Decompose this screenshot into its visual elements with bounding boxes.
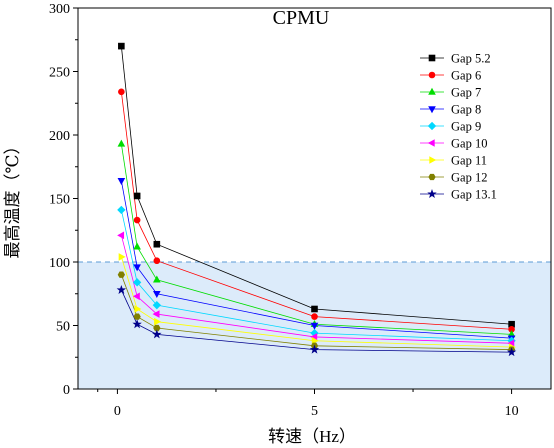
data-point-gap-10 xyxy=(117,231,125,240)
legend-label-gap-6: Gap 6 xyxy=(451,69,481,83)
y-tick-label: 50 xyxy=(56,320,70,335)
legend-label-gap-5-2: Gap 5.2 xyxy=(451,52,491,66)
legend: Gap 5.2 Gap 6 Gap 7 Gap 8 Gap 9 Gap 10 Gap 11 G… xyxy=(420,52,497,202)
x-axis-label: 转速（Hz） xyxy=(268,427,356,446)
y-tick-label: 300 xyxy=(49,2,70,17)
data-point-gap-7 xyxy=(117,139,126,147)
legend-marker-gap-6 xyxy=(428,71,436,79)
x-tick-label: 0 xyxy=(114,404,121,419)
legend-label-gap-12: Gap 12 xyxy=(451,171,487,185)
x-tick-label: 5 xyxy=(311,404,318,419)
data-point-gap-5-2 xyxy=(118,42,125,50)
data-point-gap-6 xyxy=(311,313,318,320)
data-point-gap-7 xyxy=(133,242,141,250)
legend-label-gap-8: Gap 8 xyxy=(451,103,481,117)
data-point-gap-6 xyxy=(133,216,141,224)
legend-marker-gap-13-1 xyxy=(427,189,437,199)
data-point-gap-12 xyxy=(117,271,126,278)
data-point-gap-11 xyxy=(154,317,162,326)
data-point-gap-7 xyxy=(153,275,161,283)
data-point-gap-12 xyxy=(133,313,141,320)
legend-label-gap-11: Gap 11 xyxy=(451,154,487,168)
legend-marker-gap-5-2 xyxy=(428,54,436,62)
data-point-gap-9 xyxy=(132,278,142,287)
y-tick-label: 0 xyxy=(63,383,70,398)
data-point-gap-8 xyxy=(153,291,161,298)
legend-label-gap-10: Gap 10 xyxy=(451,137,487,151)
data-point-gap-5-2 xyxy=(311,305,318,313)
data-point-gap-11 xyxy=(118,253,126,261)
legend-marker-gap-11 xyxy=(429,156,437,164)
legend-marker-gap-9 xyxy=(427,121,437,131)
data-point-gap-5-2 xyxy=(153,240,161,248)
data-point-gap-10 xyxy=(152,310,160,318)
data-point-gap-6 xyxy=(153,257,161,265)
data-point-gap-9 xyxy=(152,301,162,310)
chart-title: CPMU xyxy=(273,7,330,29)
y-tick-label: 100 xyxy=(49,256,70,271)
data-point-gap-6 xyxy=(118,88,125,96)
data-point-gap-10 xyxy=(132,292,140,301)
y-axis: 0 50 100 150 200 250 300 xyxy=(49,2,78,398)
y-tick-label: 250 xyxy=(49,66,70,81)
data-point-gap-9 xyxy=(117,205,126,215)
legend-label-gap-7: Gap 7 xyxy=(451,86,481,100)
data-point-gap-12 xyxy=(153,324,161,332)
data-point-gap-13-1 xyxy=(506,347,517,357)
legend-marker-gap-10 xyxy=(427,139,435,147)
data-point-gap-13-1 xyxy=(116,284,127,294)
y-axis-label: 最高温度（℃） xyxy=(3,137,22,258)
legend-label-gap-9: Gap 9 xyxy=(451,120,481,134)
legend-marker-gap-7 xyxy=(428,87,436,95)
data-point-gap-13-1 xyxy=(152,329,162,339)
y-tick-label: 150 xyxy=(49,193,70,208)
data-point-gap-13-1 xyxy=(132,319,142,329)
data-point-gap-8 xyxy=(133,264,141,272)
legend-marker-gap-8 xyxy=(428,106,436,114)
x-axis: 0 5 10 xyxy=(97,389,519,419)
series-markers xyxy=(116,42,517,357)
data-point-gap-11 xyxy=(311,336,319,345)
data-point-gap-8 xyxy=(310,322,319,330)
legend-marker-gap-12 xyxy=(428,173,436,181)
data-point-gap-11 xyxy=(134,305,142,313)
data-point-gap-5-2 xyxy=(133,192,141,200)
y-tick-label: 200 xyxy=(49,129,70,144)
data-point-gap-13-1 xyxy=(309,344,320,354)
legend-label-gap-13-1: Gap 13.1 xyxy=(451,188,497,202)
x-tick-label: 10 xyxy=(505,404,519,419)
data-point-gap-8 xyxy=(117,178,126,185)
